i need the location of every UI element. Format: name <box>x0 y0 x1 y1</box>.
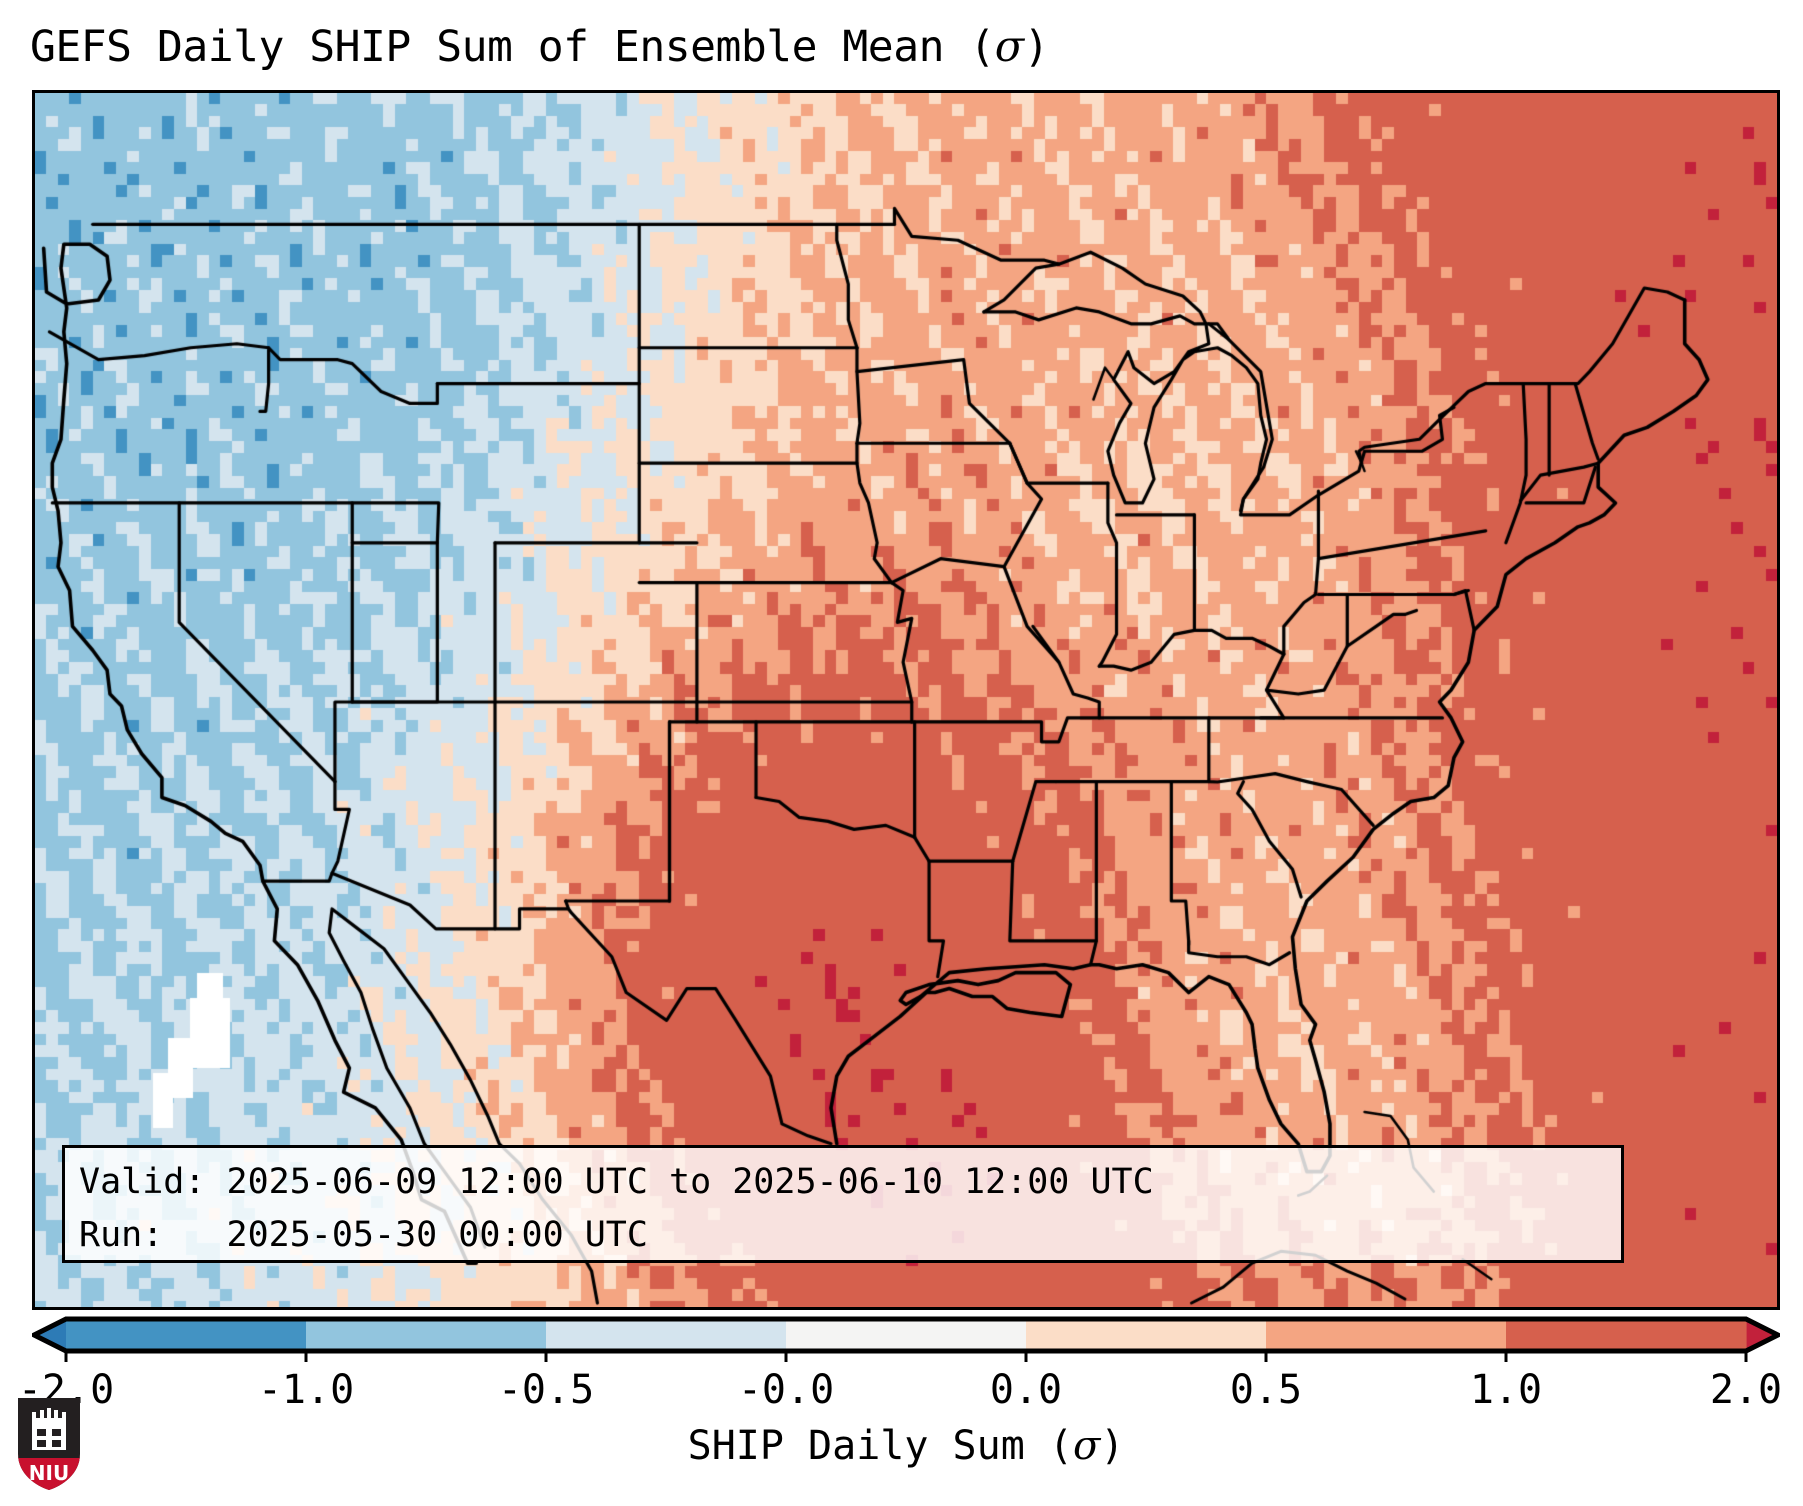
page-title-suffix: ) <box>1023 22 1050 72</box>
colorbar-tick-5: 0.5 <box>1229 1367 1303 1413</box>
sigma-symbol: σ <box>994 22 1024 72</box>
valid-time-line: Valid: 2025-06-09 12:00 UTC to 2025-06-1… <box>79 1162 1154 1202</box>
colorbar-tick-6: 1.0 <box>1469 1367 1543 1413</box>
colorbar-tick-4: 0.0 <box>989 1367 1063 1413</box>
run-time-line: Run: 2025-05-30 00:00 UTC <box>79 1215 648 1255</box>
colorbar-tick-3: -0.0 <box>737 1367 835 1413</box>
colorbar-tick-1: -1.0 <box>257 1367 355 1413</box>
colorbar-label-prefix: SHIP Daily Sum ( <box>687 1423 1073 1469</box>
colorbar-tick-2: -0.5 <box>497 1367 595 1413</box>
map-plot-area[interactable] <box>32 90 1780 1310</box>
niu-logo-icon[interactable]: NIU <box>16 1396 82 1492</box>
valid-run-info-box: Valid: 2025-06-09 12:00 UTC to 2025-06-1… <box>62 1145 1624 1263</box>
colorbar-swatches <box>32 1316 1780 1362</box>
colorbar-tick-7: 2.0 <box>1709 1367 1783 1413</box>
colorbar-label-suffix: ) <box>1100 1423 1125 1469</box>
colorbar-axis-label: SHIP Daily Sum (σ) <box>32 1420 1780 1472</box>
niu-logo-text: NIU <box>29 1461 69 1485</box>
ship-anomaly-heatmap <box>35 93 1777 1307</box>
page-title: GEFS Daily SHIP Sum of Ensemble Mean (σ) <box>30 18 1770 76</box>
colorbar-sigma-icon: σ <box>1072 1423 1101 1469</box>
colorbar-tick-labels: -2.0 -1.0 -0.5 -0.0 0.0 0.5 1.0 2.0 <box>18 1366 1783 1414</box>
colorbar[interactable] <box>32 1313 1780 1363</box>
page-title-text: GEFS Daily SHIP Sum of Ensemble Mean ( <box>30 22 995 72</box>
